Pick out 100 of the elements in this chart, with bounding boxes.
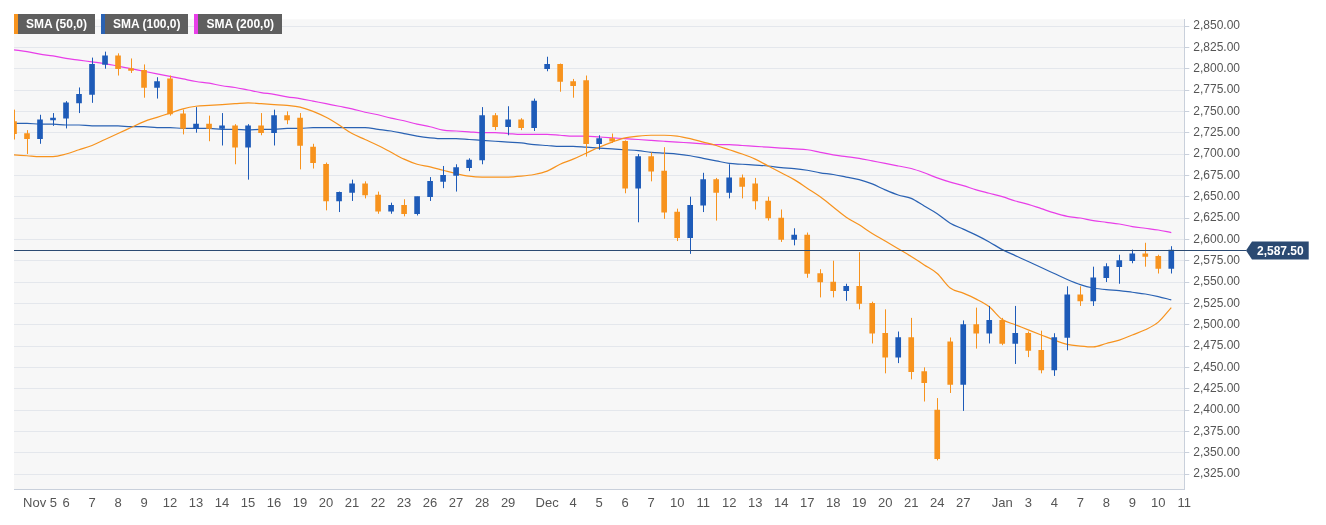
candlestick [310,143,316,170]
x-tick-label: 18 [825,494,841,510]
x-tick-label: 8 [114,494,122,510]
legend-label: SMA (200,0) [205,16,276,33]
y-tick-label: 2,450.00 [1193,359,1241,374]
candlestick [1103,262,1110,283]
y-tick-label: 2,375.00 [1193,423,1241,438]
x-tick-label: 11 [1177,494,1192,510]
candlestick [1012,305,1019,365]
x-tick-label: 9 [1128,494,1136,510]
x-tick-label: 12 [162,494,178,510]
candlestick [115,52,121,77]
x-tick-label: Dec [535,494,560,510]
x-tick-label: 22 [370,494,386,510]
x-tick-label: 6 [621,494,629,510]
candlestick [778,209,785,243]
x-tick-label: 10 [1151,494,1166,510]
y-tick-label: 2,325.00 [1193,466,1241,481]
x-tick-label: 28 [474,494,490,510]
y-tick-label: 2,750.00 [1193,103,1241,118]
y-tick-label: 2,500.00 [1193,317,1241,332]
x-tick-label: 27 [448,494,464,510]
candlestick [557,63,563,93]
x-tick-label: 14 [214,494,230,510]
candlestick [505,105,511,136]
x-tick-label: 21 [903,494,919,510]
y-tick-label: 2,825.00 [1193,39,1241,54]
candlestick [1142,242,1149,268]
candlestick [713,177,719,222]
candlestick [570,78,576,99]
x-tick-label: 11 [696,494,710,510]
x-tick-label: 19 [851,494,867,510]
x-tick-label: 13 [188,494,204,510]
candlestick [921,366,928,402]
candlestick [349,179,355,202]
candlestick [24,129,30,155]
x-tick-label: 7 [88,494,96,510]
candlestick [830,260,837,298]
candlestick [817,268,824,298]
y-tick-label: 2,625.00 [1193,210,1241,225]
candlestick [206,115,212,142]
legend-label: SMA (50,0) [25,16,88,33]
x-tick-label: 19 [292,494,308,510]
y-tick-label: 2,575.00 [1193,253,1241,268]
x-tick-label: 29 [500,494,516,510]
y-tick-label: 2,600.00 [1193,231,1241,246]
line-series [13,49,1172,234]
y-tick-label: 2,800.00 [1193,61,1241,76]
candlestick [232,123,238,165]
candlestick [739,174,746,199]
candlestick [856,251,863,310]
x-tick-label: 27 [956,494,971,510]
candlestick [1155,254,1162,274]
candlestick [154,76,160,100]
candlestick [180,109,186,135]
candlestick [440,165,446,189]
x-tick-label: 26 [422,494,438,510]
candlestick [375,191,381,215]
x-tick-label: 15 [240,494,256,510]
x-tick-label: 9 [140,494,148,510]
candlestick [752,177,759,210]
candlestick [726,163,733,199]
candlestick [427,176,433,202]
y-tick-label: 2,525.00 [1193,295,1241,310]
x-tick-label: Jan [991,494,1013,510]
y-tick-label: 2,475.00 [1193,338,1241,353]
y-tick-label: 2,350.00 [1193,445,1241,460]
candlestick [986,305,993,344]
candlestick [141,63,147,99]
candlestick [1077,285,1084,307]
candlestick [765,196,772,222]
candlestick [1168,245,1175,274]
x-tick-label: 7 [647,494,655,510]
y-tick-label: 2,650.00 [1193,189,1241,204]
candlestick [1116,254,1123,285]
x-tick-label: 20 [877,494,893,510]
x-tick-label: 16 [266,494,282,510]
x-tick-label: 6 [62,494,70,510]
x-tick-label: 12 [721,494,737,510]
candlestick [895,331,902,364]
x-tick-label: 24 [929,494,945,510]
y-tick-label: 2,675.00 [1193,167,1241,182]
x-tick-label: 5 [595,494,603,510]
y-tick-label: 2,400.00 [1193,402,1241,417]
x-tick-label: 23 [396,494,412,510]
y-tick-label: 2,425.00 [1193,381,1241,396]
legend-label: SMA (100,0) [111,16,182,33]
x-tick-label: 17 [799,494,815,510]
candlestick [973,307,980,350]
x-tick-label: 20 [318,494,334,510]
x-tick-label: 7 [1076,494,1084,510]
x-tick-label: 4 [1050,494,1058,510]
x-tick-label: 8 [1102,494,1110,510]
y-tick-label: 2,725.00 [1193,125,1241,140]
y-tick-label: 2,775.00 [1193,82,1241,97]
x-tick-label: 21 [344,494,360,510]
x-tick-label: 4 [569,494,577,510]
x-tick-label: 3 [1024,494,1032,510]
candlestick [648,151,654,182]
candlestick [414,196,420,216]
